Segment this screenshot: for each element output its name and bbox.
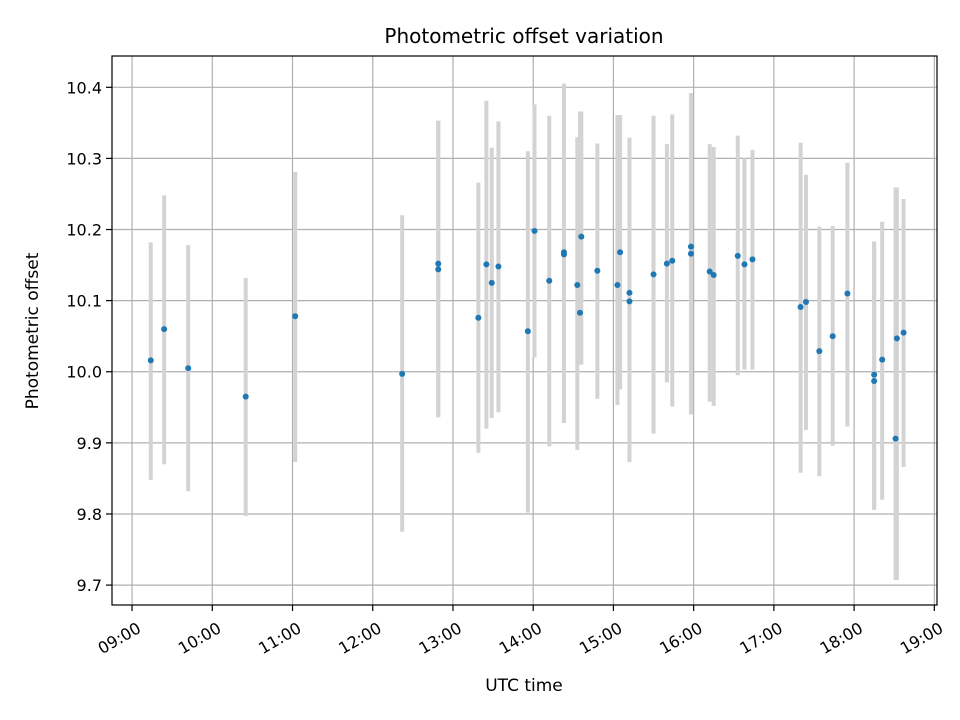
data-point (650, 271, 657, 278)
data-point (475, 314, 482, 321)
data-point (626, 289, 633, 296)
data-point (594, 267, 601, 274)
data-point (435, 266, 442, 273)
data-point (576, 309, 583, 316)
data-point (147, 357, 154, 364)
data-point (435, 260, 442, 267)
data-point (900, 329, 907, 336)
data-point (185, 365, 192, 372)
data-point (802, 299, 809, 306)
data-point (741, 261, 748, 268)
data-point (560, 251, 567, 258)
data-point (483, 261, 490, 268)
data-point (669, 257, 676, 264)
data-point (871, 371, 878, 378)
data-point (614, 281, 621, 288)
data-point (546, 277, 553, 284)
data-point (734, 252, 741, 259)
y-tick-label: 10.1 (66, 292, 102, 311)
data-point (161, 326, 168, 333)
data-point (399, 370, 406, 377)
data-point (626, 298, 633, 305)
data-points (147, 227, 907, 442)
y-axis: 9.7 9.8 9.9 10.0 10.1 10.2 10.3 10.4 (66, 78, 112, 595)
data-point (578, 233, 585, 240)
data-point (488, 279, 495, 286)
data-point (710, 272, 717, 279)
data-point (574, 281, 581, 288)
grid (112, 56, 937, 605)
plot-frame (111, 55, 938, 606)
data-point (706, 268, 713, 275)
data-point (242, 393, 249, 400)
data-point (524, 328, 531, 335)
x-axis-label: UTC time (485, 676, 563, 696)
data-point (749, 256, 756, 263)
data-point (687, 243, 694, 250)
data-point (829, 333, 836, 340)
data-point (687, 250, 694, 257)
y-tick-label: 9.7 (77, 576, 102, 595)
data-point (292, 313, 299, 320)
data-point (816, 348, 823, 355)
data-point (844, 290, 851, 297)
data-point (879, 356, 886, 363)
data-point (617, 249, 624, 256)
data-point (892, 435, 899, 442)
y-tick-label: 10.3 (66, 149, 102, 168)
y-axis-label: Photometric offset (23, 252, 43, 409)
data-point (893, 335, 900, 342)
y-tick-label: 9.9 (77, 434, 102, 453)
y-tick-label: 10.0 (66, 363, 102, 382)
data-point (531, 227, 538, 234)
data-point (663, 260, 670, 267)
y-tick-label: 9.8 (77, 505, 102, 524)
y-tick-label: 10.4 (66, 78, 102, 97)
data-point (495, 263, 502, 270)
y-tick-label: 10.2 (66, 221, 102, 240)
chart-title: Photometric offset variation (384, 24, 663, 48)
data-point (871, 377, 878, 384)
data-point (797, 304, 804, 311)
